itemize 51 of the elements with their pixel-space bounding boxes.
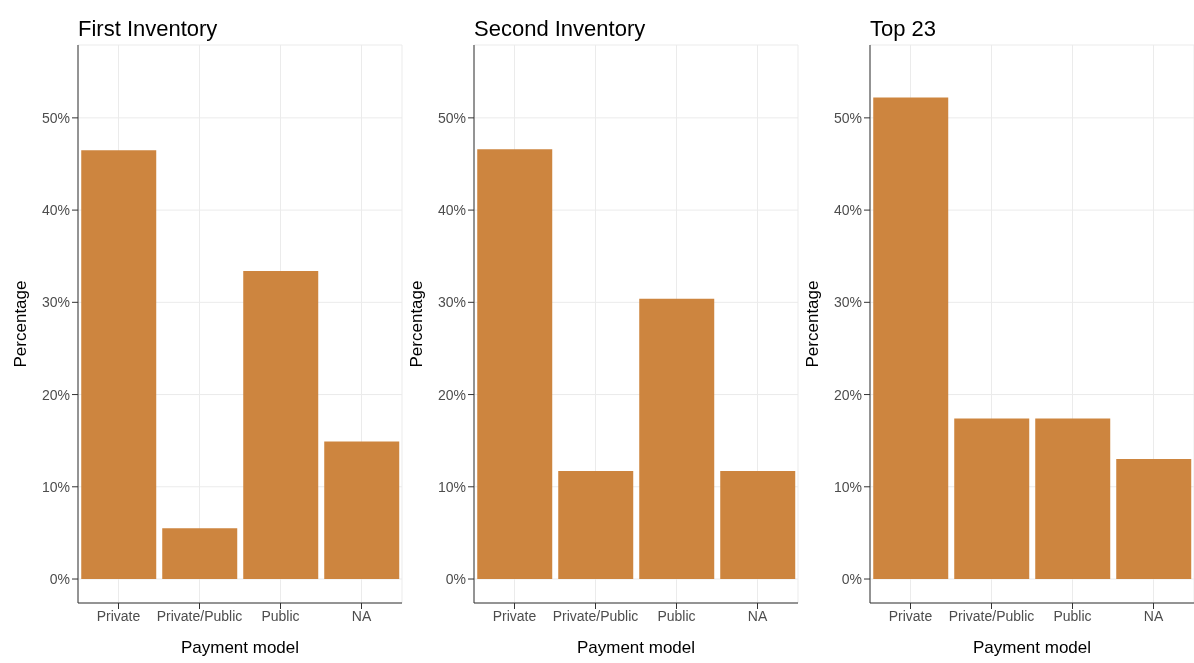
y-tick-label: 30% [41,294,70,311]
x-tick-label: Public [1053,607,1092,624]
x-tick-label: Private/Public [948,607,1035,624]
bar [324,441,400,580]
y-axis-title: Percentage [407,280,427,368]
y-axis-title: Percentage [803,280,823,368]
bar [81,150,157,580]
y-tick-label: 0% [49,570,70,587]
y-tick-label: 50% [833,109,862,126]
y-tick-label: 40% [437,202,466,219]
chart-title: First Inventory [78,16,218,42]
x-tick-label: Public [261,607,300,624]
x-tick-label: NA [1143,607,1164,624]
bar [720,471,796,580]
chart-title: Second Inventory [474,16,646,42]
bar [558,471,634,580]
chart-title: Top 23 [870,16,937,42]
y-tick-label: 10% [41,478,70,495]
y-tick-label: 20% [437,386,466,403]
x-tick-label: Private [888,607,933,624]
bar [243,270,319,580]
y-axis-title: Percentage [11,280,31,368]
y-tick-label: 0% [445,570,466,587]
x-tick-label: Private [96,607,141,624]
x-axis-title: Payment model [972,638,1092,657]
y-tick-label: 10% [833,478,862,495]
y-tick-label: 20% [41,386,70,403]
bar [1035,418,1111,580]
x-tick-label: Private/Public [552,607,639,624]
y-tick-label: 20% [833,386,862,403]
y-tick-label: 40% [41,202,70,219]
x-axis-title: Payment model [576,638,696,657]
x-tick-label: NA [747,607,768,624]
x-axis-title: Payment model [180,638,300,657]
y-tick-label: 30% [833,294,862,311]
bar [639,298,715,580]
y-tick-label: 0% [841,570,862,587]
y-tick-label: 40% [833,202,862,219]
bar [162,528,238,580]
bar [1116,459,1192,580]
bar [954,418,1030,580]
y-tick-label: 50% [41,109,70,126]
bar [477,149,553,580]
x-tick-label: Public [657,607,696,624]
bar [873,97,949,580]
x-tick-label: NA [351,607,372,624]
x-tick-label: Private [492,607,537,624]
y-tick-label: 50% [437,109,466,126]
y-tick-label: 10% [437,478,466,495]
x-tick-label: Private/Public [156,607,243,624]
y-tick-label: 30% [437,294,466,311]
